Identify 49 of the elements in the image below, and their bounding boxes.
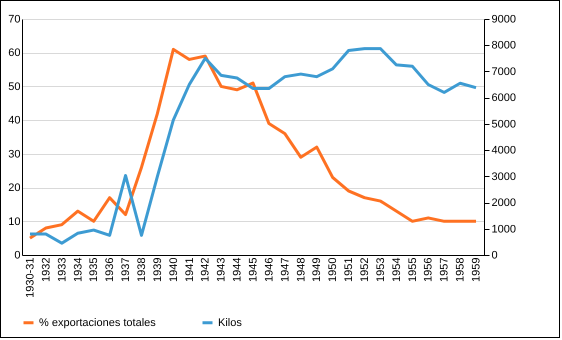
x-tick-label: 1933 [56, 258, 68, 282]
legend-label: % exportaciones totales [39, 316, 156, 329]
x-tick-label: 1934 [72, 258, 84, 282]
y2-tick-label: 5000 [492, 118, 516, 130]
y-tick-label: 10 [8, 216, 20, 228]
x-tick-label: 1943 [216, 258, 228, 282]
y-tick-label: 0 [14, 250, 20, 262]
x-tick-label: 1956 [422, 258, 435, 282]
x-tick-label: 1949 [311, 258, 324, 282]
y2-tick-label: 6000 [492, 92, 516, 104]
x-tick-label: 1937 [120, 258, 132, 282]
y-tick-label: 70 [8, 14, 20, 26]
y-tick-label: 20 [8, 182, 20, 194]
x-tick-label: 1958 [454, 258, 467, 282]
x-tick-label: 1957 [438, 258, 451, 282]
x-tick-label: 1935 [88, 258, 100, 282]
x-tick-label: 1942 [200, 258, 212, 282]
y2-tick-label: 9000 [492, 14, 516, 26]
x-tick-label: 1950 [327, 258, 340, 282]
x-tick-label: 1939 [152, 258, 164, 282]
x-tick-label: 1941 [184, 258, 196, 282]
y2-tick-label: 8000 [492, 40, 516, 52]
x-tick-label: 1951 [343, 258, 356, 282]
x-tick-label: 1938 [136, 258, 148, 282]
y2-tick-label: 1000 [492, 223, 516, 236]
y-tick-label: 60 [8, 47, 20, 60]
y2-tick-label: 2000 [492, 197, 516, 210]
y-tick-label: 40 [8, 114, 20, 127]
y2-tick-label: 7000 [492, 66, 516, 78]
legend-label: Kilos [218, 316, 242, 329]
x-tick-label: 1948 [295, 258, 308, 282]
x-tick-label: 1947 [279, 258, 292, 282]
x-tick-label: 1952 [359, 258, 372, 282]
x-tick-label: 1959 [470, 258, 483, 282]
x-tick-label: 1945 [248, 258, 260, 282]
x-tick-label: 1940 [168, 258, 180, 282]
x-tick-label: 1932 [40, 258, 52, 282]
y-tick-label: 30 [8, 148, 20, 160]
x-tick-label: 1953 [374, 258, 387, 282]
x-tick-label: 1930-31 [24, 258, 36, 298]
y2-tick-label: 4000 [492, 144, 516, 157]
x-tick-label: 1946 [263, 258, 276, 282]
x-tick-label: 1936 [104, 258, 116, 282]
x-tick-label: 1954 [390, 258, 403, 282]
x-tick-label: 1944 [232, 258, 244, 282]
y2-tick-label: 3000 [492, 170, 516, 183]
y-tick-label: 50 [8, 80, 20, 93]
y2-tick-label: 0 [492, 250, 498, 262]
x-tick-label: 1955 [406, 258, 419, 282]
